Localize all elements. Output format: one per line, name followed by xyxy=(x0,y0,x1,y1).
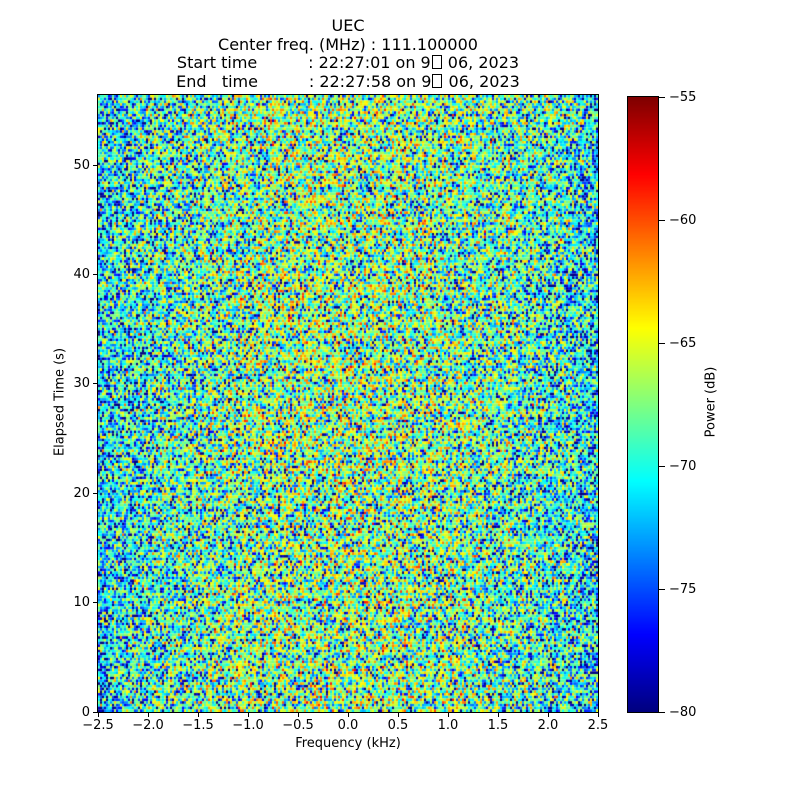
y-axis-tick xyxy=(93,383,97,385)
x-axis-tick-label: 2.5 xyxy=(587,718,609,733)
colorbar-tick-label: −70 xyxy=(669,458,697,474)
x-axis-tick-label: −1.5 xyxy=(182,718,214,733)
x-axis-tick xyxy=(247,713,249,717)
x-axis-tick-label: 1.5 xyxy=(487,718,509,733)
end-date-text: 06, 2023 xyxy=(443,71,520,91)
x-axis-tick-label: −0.5 xyxy=(282,718,314,733)
colorbar-tick xyxy=(659,588,665,590)
x-axis-tick xyxy=(297,713,299,717)
y-axis-tick xyxy=(93,164,97,166)
colorbar xyxy=(627,96,659,713)
y-axis-label: Elapsed Time (s) xyxy=(52,347,68,457)
colorbar-tick xyxy=(659,342,665,344)
end-time-text: End time : 22:27:58 on 9 xyxy=(176,71,432,91)
y-axis-tick xyxy=(93,602,97,604)
start-time-line: Start time : 22:27:01 on 9 06, 2023 xyxy=(98,53,598,73)
colorbar-tick xyxy=(659,711,665,713)
y-axis-tick xyxy=(93,273,97,275)
x-axis-tick xyxy=(397,713,399,717)
y-axis-tick-label: 50 xyxy=(73,157,90,173)
x-axis-tick xyxy=(197,713,199,717)
colorbar-tick xyxy=(659,219,665,221)
x-axis-tick-label: 0.5 xyxy=(387,718,409,733)
spectrogram-canvas xyxy=(98,95,598,712)
x-axis-tick-label: −2.5 xyxy=(82,718,114,733)
y-axis-tick-label: 10 xyxy=(73,595,90,611)
colorbar-tick xyxy=(659,96,665,98)
title-block: UEC Center freq. (MHz) : 111.100000 Star… xyxy=(98,16,598,92)
plot-frame xyxy=(97,94,599,713)
x-axis-tick-label: 2.0 xyxy=(537,718,559,733)
x-axis-tick xyxy=(97,713,99,717)
x-axis-tick-label: −1.0 xyxy=(232,718,264,733)
y-axis-tick-label: 20 xyxy=(73,485,90,501)
colorbar-gradient-canvas xyxy=(628,97,658,712)
x-axis-label: Frequency (kHz) xyxy=(295,736,401,751)
x-axis-tick xyxy=(597,713,599,717)
x-axis-tick xyxy=(447,713,449,717)
x-axis-tick xyxy=(347,713,349,717)
y-axis-tick xyxy=(93,492,97,494)
y-axis-tick xyxy=(93,711,97,713)
colorbar-tick-label: −60 xyxy=(669,212,697,228)
plot-title: UEC xyxy=(331,16,365,35)
colorbar-tick xyxy=(659,465,665,467)
x-axis-tick xyxy=(497,713,499,717)
colorbar-label: Power (dB) xyxy=(703,366,719,438)
colorbar-tick-label: −75 xyxy=(669,581,697,597)
colorbar-tick-label: −55 xyxy=(669,89,697,105)
center-freq-line: Center freq. (MHz) : 111.100000 xyxy=(218,34,478,54)
x-axis-tick xyxy=(147,713,149,717)
x-axis-tick-label: −2.0 xyxy=(132,718,164,733)
y-axis-tick-label: 0 xyxy=(81,704,90,720)
missing-glyph-box xyxy=(431,55,442,69)
end-time-line: End time : 22:27:58 on 9 06, 2023 xyxy=(98,71,598,92)
colorbar-tick-label: −80 xyxy=(669,704,697,720)
missing-glyph-box xyxy=(432,73,443,88)
start-date-text: 06, 2023 xyxy=(442,53,520,72)
x-axis-tick xyxy=(547,713,549,717)
x-axis-tick-label: 1.0 xyxy=(437,718,459,733)
y-axis-tick-label: 40 xyxy=(73,266,90,282)
start-time-text: Start time : 22:27:01 on 9 xyxy=(176,53,431,72)
x-axis-tick-label: 0.0 xyxy=(337,718,359,733)
colorbar-tick-label: −65 xyxy=(669,335,697,351)
y-axis-tick-label: 30 xyxy=(73,376,90,392)
